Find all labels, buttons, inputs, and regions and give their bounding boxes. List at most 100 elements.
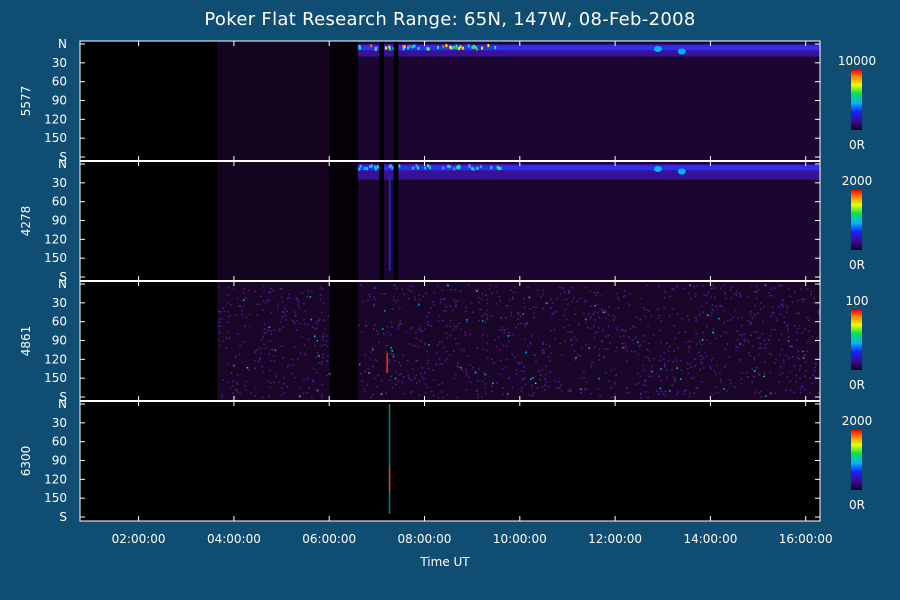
noise-pixel [481,320,484,322]
noise-pixel [559,342,562,345]
noise-pixel [639,375,642,378]
panel-5577: N 30 60 90 120 150 S 5577 10000 0R [19,37,876,164]
noise-pixel [480,298,483,301]
noise-pixel [800,288,802,290]
noise-pixel [699,368,701,371]
noise-pixel [806,350,809,352]
noise-pixel [755,291,758,293]
noise-pixel [817,310,820,313]
noise-pixel [701,339,704,341]
noise-pixel [510,314,512,317]
noise-pixel [695,319,698,321]
data-gap [329,41,358,161]
noise-pixel [269,329,272,332]
noise-pixel [616,325,619,328]
noise-pixel [597,291,599,294]
noise-pixel [478,319,481,322]
noise-pixel [791,356,794,358]
noise-pixel [760,302,762,304]
noise-pixel [725,364,727,367]
y-tick-label: 60 [52,435,67,449]
noise-pixel [619,335,621,338]
noise-pixel [533,354,535,356]
noise-pixel [798,312,800,315]
noise-pixel [807,288,809,290]
noise-pixel [236,297,239,300]
noise-pixel [785,304,788,307]
noise-pixel [250,392,252,394]
noise-pixel [620,342,623,345]
noise-pixel [597,348,600,350]
noise-pixel [658,329,661,332]
noise-pixel [597,327,600,330]
colorbar-min-label: 0R [849,378,865,392]
noise-pixel [687,350,690,353]
noise-pixel [774,392,777,394]
noise-pixel [453,325,455,327]
noise-pixel [457,362,459,365]
noise-pixel [730,297,732,300]
noise-pixel [227,315,230,318]
noise-pixel [466,319,468,321]
noise-pixel [711,304,713,306]
noise-pixel [626,360,628,363]
noise-pixel [456,325,459,327]
noise-pixel [589,290,591,293]
noise-pixel [710,287,712,290]
noise-pixel [295,329,298,331]
noise-pixel [263,343,265,345]
noise-pixel [545,343,547,345]
noise-pixel [756,331,758,334]
noise-pixel [312,380,315,382]
noise-pixel [377,333,379,336]
panel-label: 5577 [19,86,33,117]
noise-pixel [710,296,712,299]
noise-pixel [232,392,234,394]
noise-pixel [711,311,713,314]
aurora-bright-spot [426,164,429,168]
noise-pixel [763,339,766,341]
y-tick-label: 150 [44,251,67,265]
noise-pixel [481,380,484,383]
noise-pixel [399,319,402,322]
noise-pixel [512,291,515,294]
noise-pixel [453,377,456,380]
colorbar-max-label: 100 [846,294,869,308]
noise-pixel [476,347,479,349]
noise-pixel [728,356,731,358]
noise-pixel [456,365,459,367]
noise-pixel [765,395,767,397]
noise-pixel [520,315,522,317]
noise-pixel [277,306,279,308]
noise-pixel [430,307,433,310]
noise-pixel [768,292,770,294]
noise-pixel [523,366,525,368]
noise-pixel [687,373,690,375]
x-tick-label: 10:00:00 [493,532,547,546]
noise-pixel [590,392,592,395]
noise-pixel [418,302,420,304]
noise-pixel [809,392,811,394]
noise-pixel [763,375,765,378]
noise-pixel [435,352,438,354]
noise-pixel [306,295,309,298]
noise-pixel [640,393,642,396]
noise-pixel [225,347,228,349]
noise-pixel [501,326,504,328]
noise-pixel [779,285,781,288]
noise-pixel [456,300,459,302]
noise-pixel [572,286,574,289]
noise-pixel [536,387,539,389]
noise-pixel [749,355,751,357]
aurora-bright-spot [398,164,401,168]
aurora-bright-spot [453,167,456,171]
noise-pixel [624,295,626,297]
noise-pixel [724,293,727,295]
noise-pixel [736,330,738,332]
noise-pixel [476,396,479,399]
noise-pixel [283,311,286,314]
noise-pixel [598,316,600,319]
noise-pixel [256,348,259,351]
noise-pixel [783,316,785,318]
noise-pixel [757,312,760,315]
